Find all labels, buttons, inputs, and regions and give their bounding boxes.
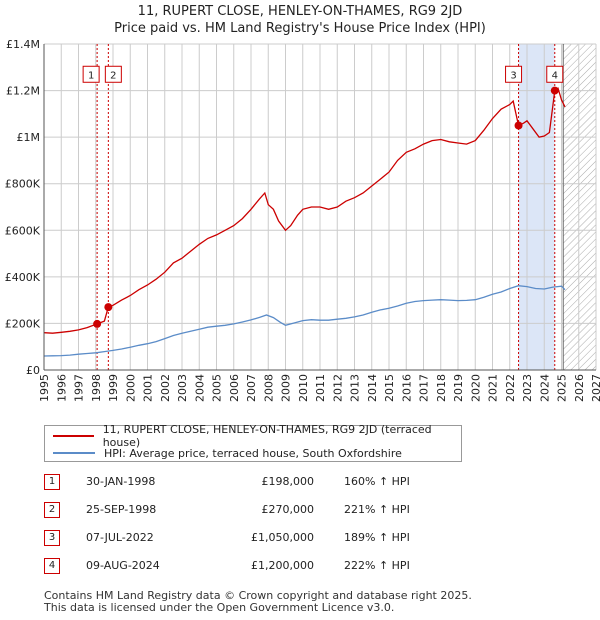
transaction-price: £270,000 <box>261 503 315 516</box>
footer-license: This data is licensed under the Open Gov… <box>44 601 395 614</box>
y-tick-label: £1.2M <box>6 85 40 98</box>
x-tick-label: 2022 <box>504 374 517 402</box>
forecast-hatch <box>563 44 596 370</box>
x-tick-label: 2016 <box>400 374 413 402</box>
x-tick-label: 2003 <box>176 374 189 402</box>
x-tick-label: 1997 <box>73 374 86 402</box>
y-tick-label: £800K <box>5 178 41 191</box>
legend: 11, RUPERT CLOSE, HENLEY-ON-THAMES, RG9 … <box>44 423 462 462</box>
legend-label-hpi: HPI: Average price, terraced house, Sout… <box>104 446 402 460</box>
chart-title: 11, RUPERT CLOSE, HENLEY-ON-THAMES, RG9 … <box>137 4 463 19</box>
y-tick-label: £400K <box>5 271 41 284</box>
x-tick-label: 2015 <box>383 374 396 402</box>
x-tick-label: 2010 <box>297 374 310 402</box>
transaction-hpi: 160% ↑ HPI <box>344 475 410 488</box>
table-row: 3 07-JUL-2022 £1,050,000 189% ↑ HPI <box>44 526 464 554</box>
series-line-hpi <box>43 285 566 357</box>
highlight-band <box>518 44 555 370</box>
x-tick-label: 2006 <box>228 374 241 402</box>
marker-label-3: 3 <box>510 70 516 81</box>
x-tick-label: 2024 <box>538 374 551 402</box>
x-tick-label: 2000 <box>124 374 137 402</box>
x-tick-label: 2019 <box>452 374 465 402</box>
transaction-price: £198,000 <box>261 475 315 488</box>
legend-swatch-hpi <box>53 452 95 454</box>
x-tick-label: 2005 <box>211 374 224 402</box>
x-tick-label: 2026 <box>573 374 586 402</box>
x-tick-label: 2012 <box>331 374 344 402</box>
transaction-hpi: 221% ↑ HPI <box>344 503 410 516</box>
y-tick-label: £1M <box>17 131 41 144</box>
y-tick-label: £200K <box>5 317 41 330</box>
legend-item-hpi: HPI: Average price, terraced house, Sout… <box>53 445 402 461</box>
transaction-badge: 2 <box>44 502 60 518</box>
sale-point-1 <box>93 319 102 328</box>
transaction-date: 09-AUG-2024 <box>86 559 160 572</box>
sale-point-3 <box>514 121 523 130</box>
transaction-date: 30-JAN-1998 <box>86 475 156 488</box>
transaction-price: £1,200,000 <box>251 559 314 572</box>
x-tick-label: 2013 <box>349 374 362 402</box>
marker-box-3 <box>505 65 523 83</box>
price-chart: 1 2 3 4 £0 £200K £400K £600K £800K £1M £1.2M £1.4M… <box>5 38 600 402</box>
x-tick-label: 2002 <box>159 374 172 402</box>
x-tick-label: 2008 <box>262 374 275 402</box>
x-tick-label: 2027 <box>590 374 600 402</box>
x-tick-label: 2021 <box>487 374 500 402</box>
x-tick-label: 1995 <box>38 374 51 402</box>
transaction-hpi: 222% ↑ HPI <box>344 559 410 572</box>
transaction-date: 25-SEP-1998 <box>86 503 157 516</box>
chart-subtitle: Price paid vs. HM Land Registry's House … <box>114 21 486 36</box>
transaction-date: 07-JUL-2022 <box>86 531 154 544</box>
transaction-badge: 4 <box>44 558 60 574</box>
transaction-price: £1,050,000 <box>251 531 314 544</box>
sale-point-4 <box>550 86 559 95</box>
x-tick-label: 2017 <box>418 374 431 402</box>
y-tick-label: £600K <box>5 224 41 237</box>
footer: Contains HM Land Registry data © Crown c… <box>44 590 472 614</box>
footer-copyright: Contains HM Land Registry data © Crown c… <box>44 589 472 602</box>
x-tick-label: 1998 <box>90 374 103 402</box>
marker-label-1: 1 <box>88 70 94 81</box>
x-tick-label: 2004 <box>193 374 206 402</box>
table-row: 1 30-JAN-1998 £198,000 160% ↑ HPI <box>44 470 464 498</box>
table-row: 4 09-AUG-2024 £1,200,000 222% ↑ HPI <box>44 554 464 582</box>
x-tick-label: 2023 <box>521 374 534 402</box>
y-tick-label: £1.4M <box>6 38 40 51</box>
transaction-badge: 1 <box>44 474 60 490</box>
x-tick-label: 2001 <box>142 374 155 402</box>
x-tick-label: 2020 <box>469 374 482 402</box>
x-tick-label: 1996 <box>55 374 68 402</box>
series-line-property <box>43 87 566 334</box>
x-tick-label: 1999 <box>107 374 120 402</box>
marker-label-2: 2 <box>110 70 116 81</box>
marker-box-4 <box>546 65 564 83</box>
sale-point-2 <box>104 303 113 312</box>
x-tick-label: 2007 <box>245 374 258 402</box>
legend-label-property: 11, RUPERT CLOSE, HENLEY-ON-THAMES, RG9 … <box>102 423 432 449</box>
marker-box-2 <box>104 65 122 83</box>
x-tick-label: 2018 <box>435 374 448 402</box>
legend-item-property: 11, RUPERT CLOSE, HENLEY-ON-THAMES, RG9 … <box>53 423 461 449</box>
transaction-badge: 3 <box>44 530 60 546</box>
x-tick-label: 2009 <box>280 374 293 402</box>
x-tick-label: 2011 <box>314 374 327 402</box>
transaction-hpi: 189% ↑ HPI <box>344 531 410 544</box>
marker-label-4: 4 <box>552 70 558 81</box>
x-tick-label: 2025 <box>556 374 569 402</box>
legend-swatch-property <box>53 435 94 437</box>
transactions-table: 1 30-JAN-1998 £198,000 160% ↑ HPI 2 25-S… <box>44 470 464 582</box>
marker-box-1 <box>82 65 100 83</box>
y-tick-label: £0 <box>26 364 40 377</box>
x-tick-label: 2014 <box>366 374 379 402</box>
table-row: 2 25-SEP-1998 £270,000 221% ↑ HPI <box>44 498 464 526</box>
